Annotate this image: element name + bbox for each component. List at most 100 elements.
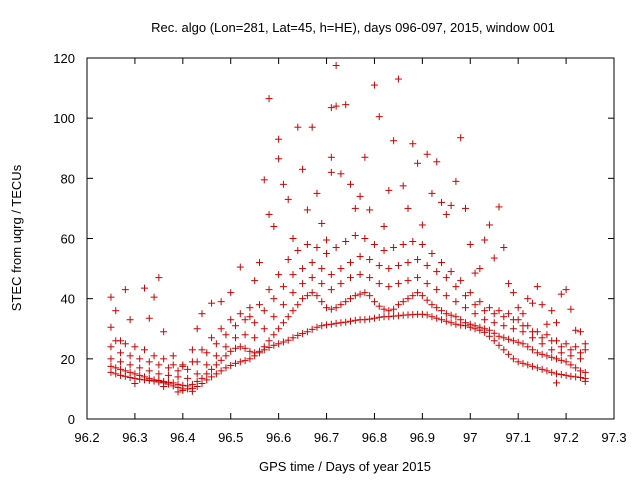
data-point [423,150,431,158]
data-point [327,271,335,279]
data-point [188,387,196,395]
data-point [356,290,364,298]
data-point [366,292,374,300]
x-axis-label: GPS time / Days of year 2015 [259,459,431,474]
data-point [351,292,359,300]
data-point [485,221,493,229]
data-point [529,334,537,342]
data-point [418,292,426,300]
data-point [284,195,292,203]
data-point [126,368,134,376]
data-point [452,177,460,185]
x-tick-label: 97.2 [553,430,578,445]
data-point [203,370,211,378]
data-point [251,334,259,342]
data-point [337,319,345,327]
data-point [337,301,345,309]
data-point [409,292,417,300]
data-point [150,293,158,301]
data-point [289,271,297,279]
data-point [299,165,307,173]
data-point [567,372,575,380]
data-point [433,314,441,322]
data-point [375,280,383,288]
data-point [136,364,144,372]
data-point [318,322,326,330]
data-point [117,349,125,357]
data-point [308,274,316,282]
data-point [533,349,541,357]
data-point [576,373,584,381]
data-point [227,347,235,355]
data-point [208,334,216,342]
data-point [236,310,244,318]
x-tick-label: 96.4 [170,430,195,445]
y-tick-label: 60 [61,232,75,247]
data-point [327,168,335,176]
x-tick-label: 96.6 [266,430,291,445]
data-point [289,289,297,297]
data-point [375,313,383,321]
data-point [538,340,546,348]
data-point [442,274,450,282]
data-point [505,335,513,343]
data-point [366,256,374,264]
data-point [438,259,446,267]
data-point [107,368,115,376]
data-point [155,376,163,384]
data-point [576,328,584,336]
data-point [308,259,316,267]
data-point [562,371,570,379]
data-point [442,310,450,318]
data-point [476,265,484,273]
data-point [476,323,484,331]
data-point [174,388,182,396]
data-point [241,344,249,352]
data-point [370,298,378,306]
data-point [562,286,570,294]
data-point [548,353,556,361]
data-point [505,280,513,288]
data-point [366,274,374,282]
data-point [270,313,278,321]
data-point [370,314,378,322]
data-point [442,292,450,300]
data-point [227,316,235,324]
data-point [557,349,565,357]
data-point [337,170,345,178]
data-point [126,361,134,369]
data-point [270,341,278,349]
data-point [222,331,230,339]
data-point [519,340,527,348]
data-point [538,301,546,309]
data-point [409,140,417,148]
data-point [347,180,354,188]
chart-title: Rec. algo (Lon=281, Lat=45, h=HE), days … [151,20,555,35]
data-point [131,343,139,351]
data-marks [107,62,589,396]
data-point [323,236,331,244]
data-point [399,241,407,249]
data-point [447,268,455,276]
data-point [351,231,359,239]
axes: 96.2 96.3 96.4 96.5 96.6 96.7 96.8 96.9 97 97.1 97… [53,51,626,445]
data-point [361,235,369,242]
x-tick-label: 97.1 [506,430,531,445]
data-point [246,304,254,312]
x-tick-label: 96.2 [74,430,99,445]
data-point [370,81,378,89]
data-point [107,362,115,370]
data-point [380,222,388,230]
data-point [284,313,292,321]
data-point [136,355,144,363]
data-point [433,304,441,312]
data-point [466,320,474,328]
data-point [414,256,422,264]
data-point [327,153,335,161]
data-point [275,271,283,279]
data-point [265,337,273,345]
data-point [212,340,220,348]
data-point [236,358,244,366]
data-point [174,367,182,375]
data-point [347,295,354,303]
